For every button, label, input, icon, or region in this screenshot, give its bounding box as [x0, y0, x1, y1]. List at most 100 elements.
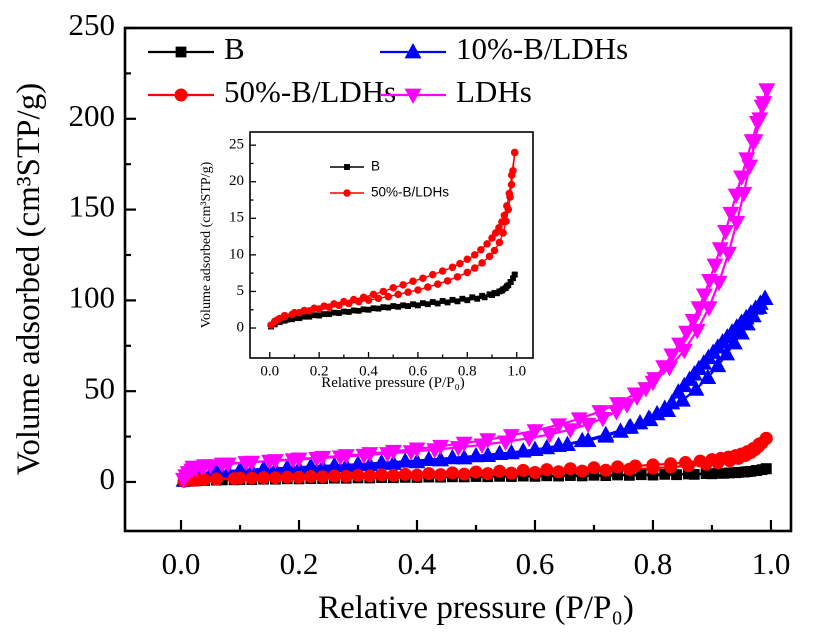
marker-square	[439, 298, 446, 304]
marker-circle	[508, 171, 516, 179]
marker-triangle-up	[579, 431, 597, 447]
marker-square	[718, 467, 730, 479]
marker-triangle-up	[255, 459, 273, 476]
marker-square	[733, 466, 744, 478]
marker-triangle-down	[646, 372, 664, 388]
marker-square	[340, 308, 347, 315]
marker-triangle-down	[717, 224, 734, 241]
marker-triangle-up	[559, 435, 576, 451]
marker-triangle-up	[278, 458, 296, 475]
inset-y-axis-title: Volume adsorbed (cm³STP/g)	[199, 161, 214, 329]
marker-circle	[448, 263, 457, 272]
legend-item-b: B	[148, 31, 245, 66]
marker-square	[444, 299, 451, 306]
marker-square	[700, 468, 712, 480]
marker-square	[454, 298, 461, 305]
marker-square	[486, 291, 493, 298]
marker-circle	[470, 264, 479, 272]
marker-triangle-up	[502, 443, 520, 460]
marker-circle	[481, 467, 495, 481]
marker-circle	[410, 468, 424, 482]
marker-triangle-up	[349, 455, 367, 471]
marker-square	[507, 279, 514, 285]
marker-circle	[290, 308, 299, 317]
x-tick-label: 0.6	[409, 363, 428, 379]
marker-triangle-down	[497, 435, 514, 451]
marker-triangle-up	[361, 455, 379, 472]
marker-circle	[389, 284, 397, 292]
y-tick-label: 0	[237, 319, 245, 335]
x-tick-label: 0.4	[398, 546, 437, 581]
y-tick-label: 250	[69, 7, 116, 42]
marker-square	[306, 313, 313, 320]
axis-ticks	[250, 144, 518, 358]
marker-triangle-up	[631, 413, 649, 430]
marker-square	[370, 305, 377, 312]
marker-triangle-down	[261, 454, 278, 471]
marker-triangle-up	[302, 457, 320, 473]
marker-circle	[540, 463, 554, 477]
marker-square	[311, 312, 318, 319]
marker-triangle-down	[402, 445, 420, 461]
marker-triangle-down	[579, 417, 597, 434]
marker-circle	[456, 259, 464, 268]
marker-triangle-down	[237, 456, 255, 472]
marker-circle	[516, 463, 530, 477]
x-tick-label: 0.0	[260, 363, 279, 379]
marker-circle	[498, 218, 506, 226]
marker-square	[344, 164, 350, 170]
marker-circle	[340, 297, 348, 306]
marker-square	[405, 303, 411, 309]
marker-circle	[499, 229, 507, 237]
marker-circle	[477, 246, 485, 254]
marker-square	[316, 312, 323, 319]
marker-triangle-up	[326, 456, 343, 472]
marker-circle	[268, 471, 282, 485]
marker-circle	[330, 300, 338, 308]
marker-triangle-up	[656, 399, 674, 415]
marker-square	[459, 295, 466, 302]
marker-circle	[310, 304, 318, 313]
marker-triangle-up	[597, 427, 615, 443]
marker-circle	[375, 468, 389, 482]
legend-item-10-b-ldhs: 10%-B/LDHs	[380, 31, 628, 66]
marker-circle	[457, 467, 471, 481]
y-tick-label: 0	[100, 461, 116, 496]
marker-square	[659, 468, 671, 480]
marker-triangle-up	[455, 449, 473, 465]
y-tick-label: 20	[229, 173, 244, 189]
marker-square	[365, 306, 372, 313]
inset-x-axis-title: Relative pressure (P/P₀)	[321, 375, 465, 391]
marker-square	[564, 470, 576, 481]
marker-triangle-up	[640, 409, 658, 425]
marker-square	[469, 294, 476, 301]
marker-triangle-down	[743, 134, 761, 150]
marker-circle	[273, 316, 281, 324]
series-50-b-ldhs	[267, 148, 519, 329]
marker-square	[491, 289, 498, 296]
chart-inset: 0.0 0.2 0.4 0.6 0.8 1.0 0 5 10 15 20 25 B 50%-B/LDHs	[229, 131, 534, 379]
legend-label: 50%-B/LDHs	[371, 185, 449, 200]
marker-triangle-down	[637, 382, 655, 398]
marker-triangle-down	[733, 170, 750, 186]
marker-circle	[394, 290, 402, 299]
marker-circle	[433, 280, 442, 288]
marker-triangle-up	[674, 391, 691, 407]
marker-circle	[343, 189, 351, 197]
legend-label: 50%-B/LDHs	[224, 74, 396, 109]
marker-circle	[463, 255, 472, 264]
y-tick-label: 10	[229, 246, 244, 262]
marker-triangle-down	[607, 405, 625, 421]
marker-triangle-down	[706, 258, 724, 274]
marker-circle	[552, 465, 566, 479]
marker-triangle-down	[449, 441, 467, 457]
marker-circle	[363, 469, 377, 483]
marker-triangle-up	[432, 451, 450, 467]
x-tick-label: 1.0	[752, 546, 791, 581]
marker-square	[424, 301, 431, 308]
marker-triangle-up	[648, 404, 666, 421]
marker-square	[350, 307, 357, 314]
marker-triangle-down	[695, 288, 713, 304]
marker-square	[479, 292, 486, 299]
